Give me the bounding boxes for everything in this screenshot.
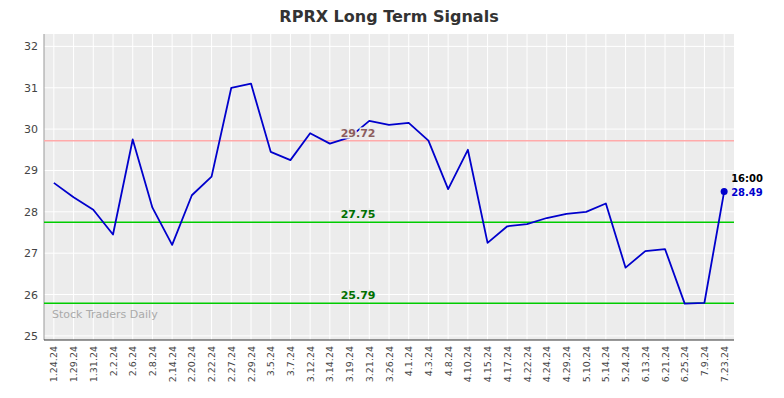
x-tick-label: 3.19.24 bbox=[344, 346, 355, 382]
x-grid-line bbox=[73, 34, 74, 340]
last-price-label: 28.49 bbox=[731, 187, 763, 198]
x-grid-line bbox=[270, 34, 271, 340]
price-line bbox=[54, 84, 724, 304]
x-grid-line bbox=[487, 34, 488, 340]
x-grid-line bbox=[527, 34, 528, 340]
x-tick-label: 7.23.24 bbox=[719, 346, 730, 382]
x-tick-label: 1.29.24 bbox=[68, 346, 79, 382]
x-grid-line bbox=[290, 34, 291, 340]
x-tick-label: 4.24.24 bbox=[541, 346, 552, 382]
x-tick-label: 3.21.24 bbox=[364, 346, 375, 382]
reference-label: 27.75 bbox=[341, 208, 376, 221]
x-grid-line bbox=[467, 34, 468, 340]
x-grid-line bbox=[408, 34, 409, 340]
x-tick-label: 3.5.24 bbox=[265, 346, 276, 376]
x-tick-label: 7.9.24 bbox=[699, 346, 710, 376]
reference-line bbox=[44, 140, 734, 142]
grid bbox=[44, 34, 734, 340]
y-tick-label: 29 bbox=[24, 164, 38, 177]
x-tick-label: 2.29.24 bbox=[246, 346, 257, 382]
x-tick-label: 5.10.24 bbox=[581, 346, 592, 382]
x-tick-label: 4.29.24 bbox=[561, 346, 572, 382]
last-time-label: 16:00 bbox=[731, 173, 763, 184]
x-tick-label: 2.8.24 bbox=[147, 346, 158, 376]
x-tick-label: 6.13.24 bbox=[640, 346, 651, 382]
reference-label: 25.79 bbox=[341, 289, 376, 302]
x-tick-label: 4.17.24 bbox=[502, 346, 513, 382]
y-tick-label: 30 bbox=[24, 123, 38, 136]
last-point bbox=[721, 188, 728, 195]
x-grid-line bbox=[704, 34, 705, 340]
x-tick-label: 1.24.24 bbox=[48, 346, 59, 382]
y-tick-label: 31 bbox=[24, 82, 38, 95]
x-axis: 1.24.24 1.29.24 1.31.24 2.2.24 2.6.24 2.8.24 2… bbox=[44, 340, 734, 382]
x-tick-label: 3.14.24 bbox=[324, 346, 335, 382]
reference-line bbox=[44, 302, 734, 304]
x-grid-line bbox=[586, 34, 587, 340]
x-grid-line bbox=[231, 34, 232, 340]
x-tick-label: 5.24.24 bbox=[620, 346, 631, 382]
x-tick-label: 2.22.24 bbox=[206, 346, 217, 382]
x-grid-line bbox=[724, 34, 725, 340]
x-grid-line bbox=[329, 34, 330, 340]
annotations: 29.72 27.75 25.79 16:00 28.49 Stock Traders D… bbox=[52, 127, 763, 321]
x-tick-label: 2.20.24 bbox=[186, 346, 197, 382]
x-tick-label: 3.7.24 bbox=[285, 346, 296, 376]
x-tick-label: 5.14.24 bbox=[600, 346, 611, 382]
x-tick-label: 4.10.24 bbox=[462, 346, 473, 382]
x-grid-line bbox=[191, 34, 192, 340]
x-tick-label: 2.27.24 bbox=[226, 346, 237, 382]
x-grid-line bbox=[566, 34, 567, 340]
x-grid-line bbox=[310, 34, 311, 340]
y-tick-label: 28 bbox=[24, 206, 38, 219]
x-grid-line bbox=[665, 34, 666, 340]
x-axis-line bbox=[44, 339, 734, 340]
x-tick-label: 2.14.24 bbox=[167, 346, 178, 382]
chart-svg: RPRX Long Term Signals 25 26 27 28 29 30 31 32 1.… bbox=[0, 0, 784, 398]
x-tick-label: 4.1.24 bbox=[403, 346, 414, 376]
reference-line bbox=[44, 221, 734, 223]
y-tick-label: 25 bbox=[24, 330, 38, 343]
x-grid-line bbox=[605, 34, 606, 340]
x-tick-label: 4.3.24 bbox=[423, 346, 434, 376]
y-tick-label: 27 bbox=[24, 247, 38, 260]
x-grid-line bbox=[113, 34, 114, 340]
x-grid-line bbox=[93, 34, 94, 340]
x-tick-label: 4.22.24 bbox=[522, 346, 533, 382]
x-grid-line bbox=[211, 34, 212, 340]
x-tick-label: 6.25.24 bbox=[679, 346, 690, 382]
plot-area bbox=[44, 84, 734, 304]
y-axis: 25 26 27 28 29 30 31 32 bbox=[24, 34, 44, 343]
x-tick-label: 1.31.24 bbox=[88, 346, 99, 382]
x-grid-line bbox=[132, 34, 133, 340]
x-tick-label: 6.21.24 bbox=[660, 346, 671, 382]
watermark: Stock Traders Daily bbox=[52, 308, 158, 321]
x-grid-line bbox=[389, 34, 390, 340]
reference-label: 29.72 bbox=[341, 127, 376, 140]
y-axis-line bbox=[44, 34, 45, 340]
x-grid-line bbox=[172, 34, 173, 340]
x-tick-label: 2.2.24 bbox=[108, 346, 119, 376]
x-grid-line bbox=[507, 34, 508, 340]
x-grid-line bbox=[428, 34, 429, 340]
x-tick-label: 3.12.24 bbox=[305, 346, 316, 382]
plot-background bbox=[44, 34, 734, 340]
y-tick-label: 32 bbox=[24, 40, 38, 53]
title: RPRX Long Term Signals bbox=[279, 7, 498, 26]
x-grid-line bbox=[625, 34, 626, 340]
x-tick-label: 2.6.24 bbox=[127, 346, 138, 376]
x-grid-line bbox=[546, 34, 547, 340]
chart-container: RPRX Long Term Signals 25 26 27 28 29 30 31 32 1.… bbox=[0, 0, 784, 398]
x-grid-line bbox=[251, 34, 252, 340]
x-tick-label: 3.26.24 bbox=[384, 346, 395, 382]
x-grid-line bbox=[53, 34, 54, 340]
x-grid-line bbox=[684, 34, 685, 340]
y-tick-label: 26 bbox=[24, 289, 38, 302]
x-tick-label: 4.8.24 bbox=[443, 346, 454, 376]
x-grid-line bbox=[645, 34, 646, 340]
x-tick-label: 4.15.24 bbox=[482, 346, 493, 382]
x-grid-line bbox=[152, 34, 153, 340]
